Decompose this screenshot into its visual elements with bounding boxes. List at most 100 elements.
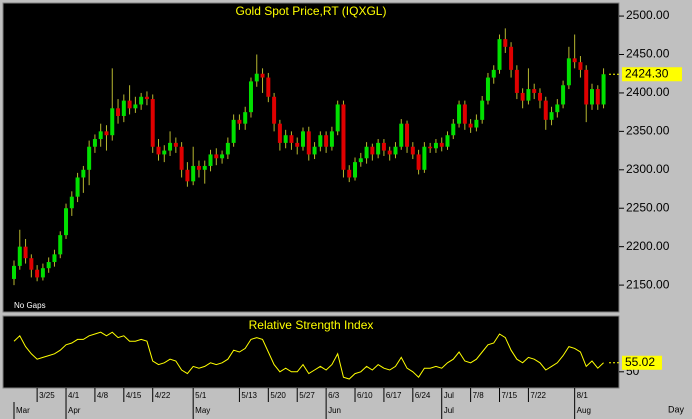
month-label: Jul — [444, 406, 454, 415]
candle-body — [532, 89, 537, 93]
candle-body — [561, 85, 566, 105]
candle-body — [254, 73, 259, 82]
candle-body — [347, 169, 352, 178]
x-tick-label: 7/15 — [502, 391, 518, 400]
candle-body — [439, 142, 444, 147]
candle-body — [214, 154, 219, 159]
x-tick-label: 7/22 — [530, 391, 546, 400]
candle-body — [46, 262, 51, 269]
month-label: Aug — [577, 406, 591, 415]
candle-body — [168, 142, 173, 151]
candle-body — [387, 150, 392, 155]
x-tick-label: 4/1 — [68, 391, 80, 400]
x-tick-label: 4/8 — [97, 391, 109, 400]
candle-body — [127, 100, 132, 109]
candle-body — [133, 104, 138, 109]
candle-body — [156, 146, 161, 155]
x-tick-label: 7/8 — [473, 391, 485, 400]
month-label: Apr — [68, 406, 81, 415]
rsi-panel — [2, 315, 620, 389]
x-tick-label: 5/20 — [270, 391, 286, 400]
candle-body — [578, 62, 583, 70]
candle-body — [370, 146, 375, 155]
candle-body — [341, 104, 346, 170]
candle-body — [110, 108, 115, 136]
candle-body — [173, 142, 178, 147]
x-tick-label: 6/24 — [415, 391, 431, 400]
candle-body — [549, 112, 554, 120]
candle-body — [329, 131, 334, 147]
last-label: 2424.30 — [625, 66, 669, 80]
candle-body — [555, 104, 560, 113]
last-label: 55.02 — [625, 355, 655, 369]
candle-body — [266, 77, 271, 97]
x-tick-label: 3/25 — [39, 391, 55, 400]
candle-body — [514, 69, 519, 93]
candle-body — [144, 96, 149, 100]
candle-body — [572, 58, 577, 63]
candle-body — [243, 112, 248, 124]
x-tick-label: 5/13 — [241, 391, 257, 400]
candle-body — [335, 104, 340, 132]
candle-body — [248, 81, 253, 113]
candle-body — [353, 162, 358, 178]
candle-body — [69, 196, 74, 209]
candle-body — [150, 99, 155, 147]
candle-body — [98, 131, 103, 140]
x-tick-label: 5/1 — [195, 391, 207, 400]
candle-body — [35, 269, 40, 278]
candle-body — [116, 108, 121, 116]
candle-body — [237, 119, 242, 124]
candle-body — [468, 123, 473, 128]
candle-body — [179, 146, 184, 170]
candle-body — [485, 77, 490, 101]
x-tick-label: 4/22 — [155, 391, 171, 400]
note: No Gaps — [14, 301, 46, 310]
month-label: Mar — [16, 406, 30, 415]
y-tick-label: 2450.00 — [626, 47, 670, 61]
candle-body — [358, 158, 363, 163]
x-tick-label: 6/3 — [328, 391, 340, 400]
candle-body — [526, 89, 531, 101]
candle-body — [433, 142, 438, 149]
candle-body — [301, 131, 305, 147]
candle-body — [364, 146, 369, 159]
candle-body — [462, 104, 467, 124]
candle-body — [497, 39, 502, 70]
candle-body — [451, 123, 456, 136]
candle-body — [289, 135, 294, 143]
candle-body — [445, 135, 450, 147]
y-tick-label: 2200.00 — [626, 239, 670, 253]
candle-body — [584, 69, 589, 105]
candle-body — [17, 246, 22, 266]
candle-body — [191, 165, 196, 182]
candle-body — [595, 89, 600, 105]
candle-body — [12, 265, 16, 279]
candle-body — [162, 150, 167, 155]
x-tick-label: 6/17 — [386, 391, 402, 400]
y-tick-label: 2150.00 — [626, 277, 670, 291]
y-tick-label: 2350.00 — [626, 124, 670, 138]
chart-title: Gold Spot Price,RT (IQXGL) — [236, 4, 387, 18]
rsi-line — [13, 331, 604, 380]
y-tick-label: 2250.00 — [626, 200, 670, 214]
candle-body — [537, 92, 542, 101]
candle-body — [92, 139, 97, 147]
candle-body — [64, 208, 69, 236]
rsi-title: Relative Strength Index — [249, 318, 374, 332]
candle-body — [225, 142, 230, 155]
candle-body — [104, 131, 109, 136]
candle-body — [295, 142, 300, 147]
candle-body — [202, 165, 207, 170]
candle-body — [272, 96, 277, 124]
candle-body — [405, 123, 410, 147]
y-tick-label: 2500.00 — [626, 8, 670, 22]
candle-body — [75, 177, 80, 197]
candle-body — [422, 146, 427, 170]
candle-body — [416, 154, 421, 170]
candle-body — [306, 131, 311, 155]
candle-body — [260, 73, 265, 78]
candle-body — [208, 154, 213, 166]
